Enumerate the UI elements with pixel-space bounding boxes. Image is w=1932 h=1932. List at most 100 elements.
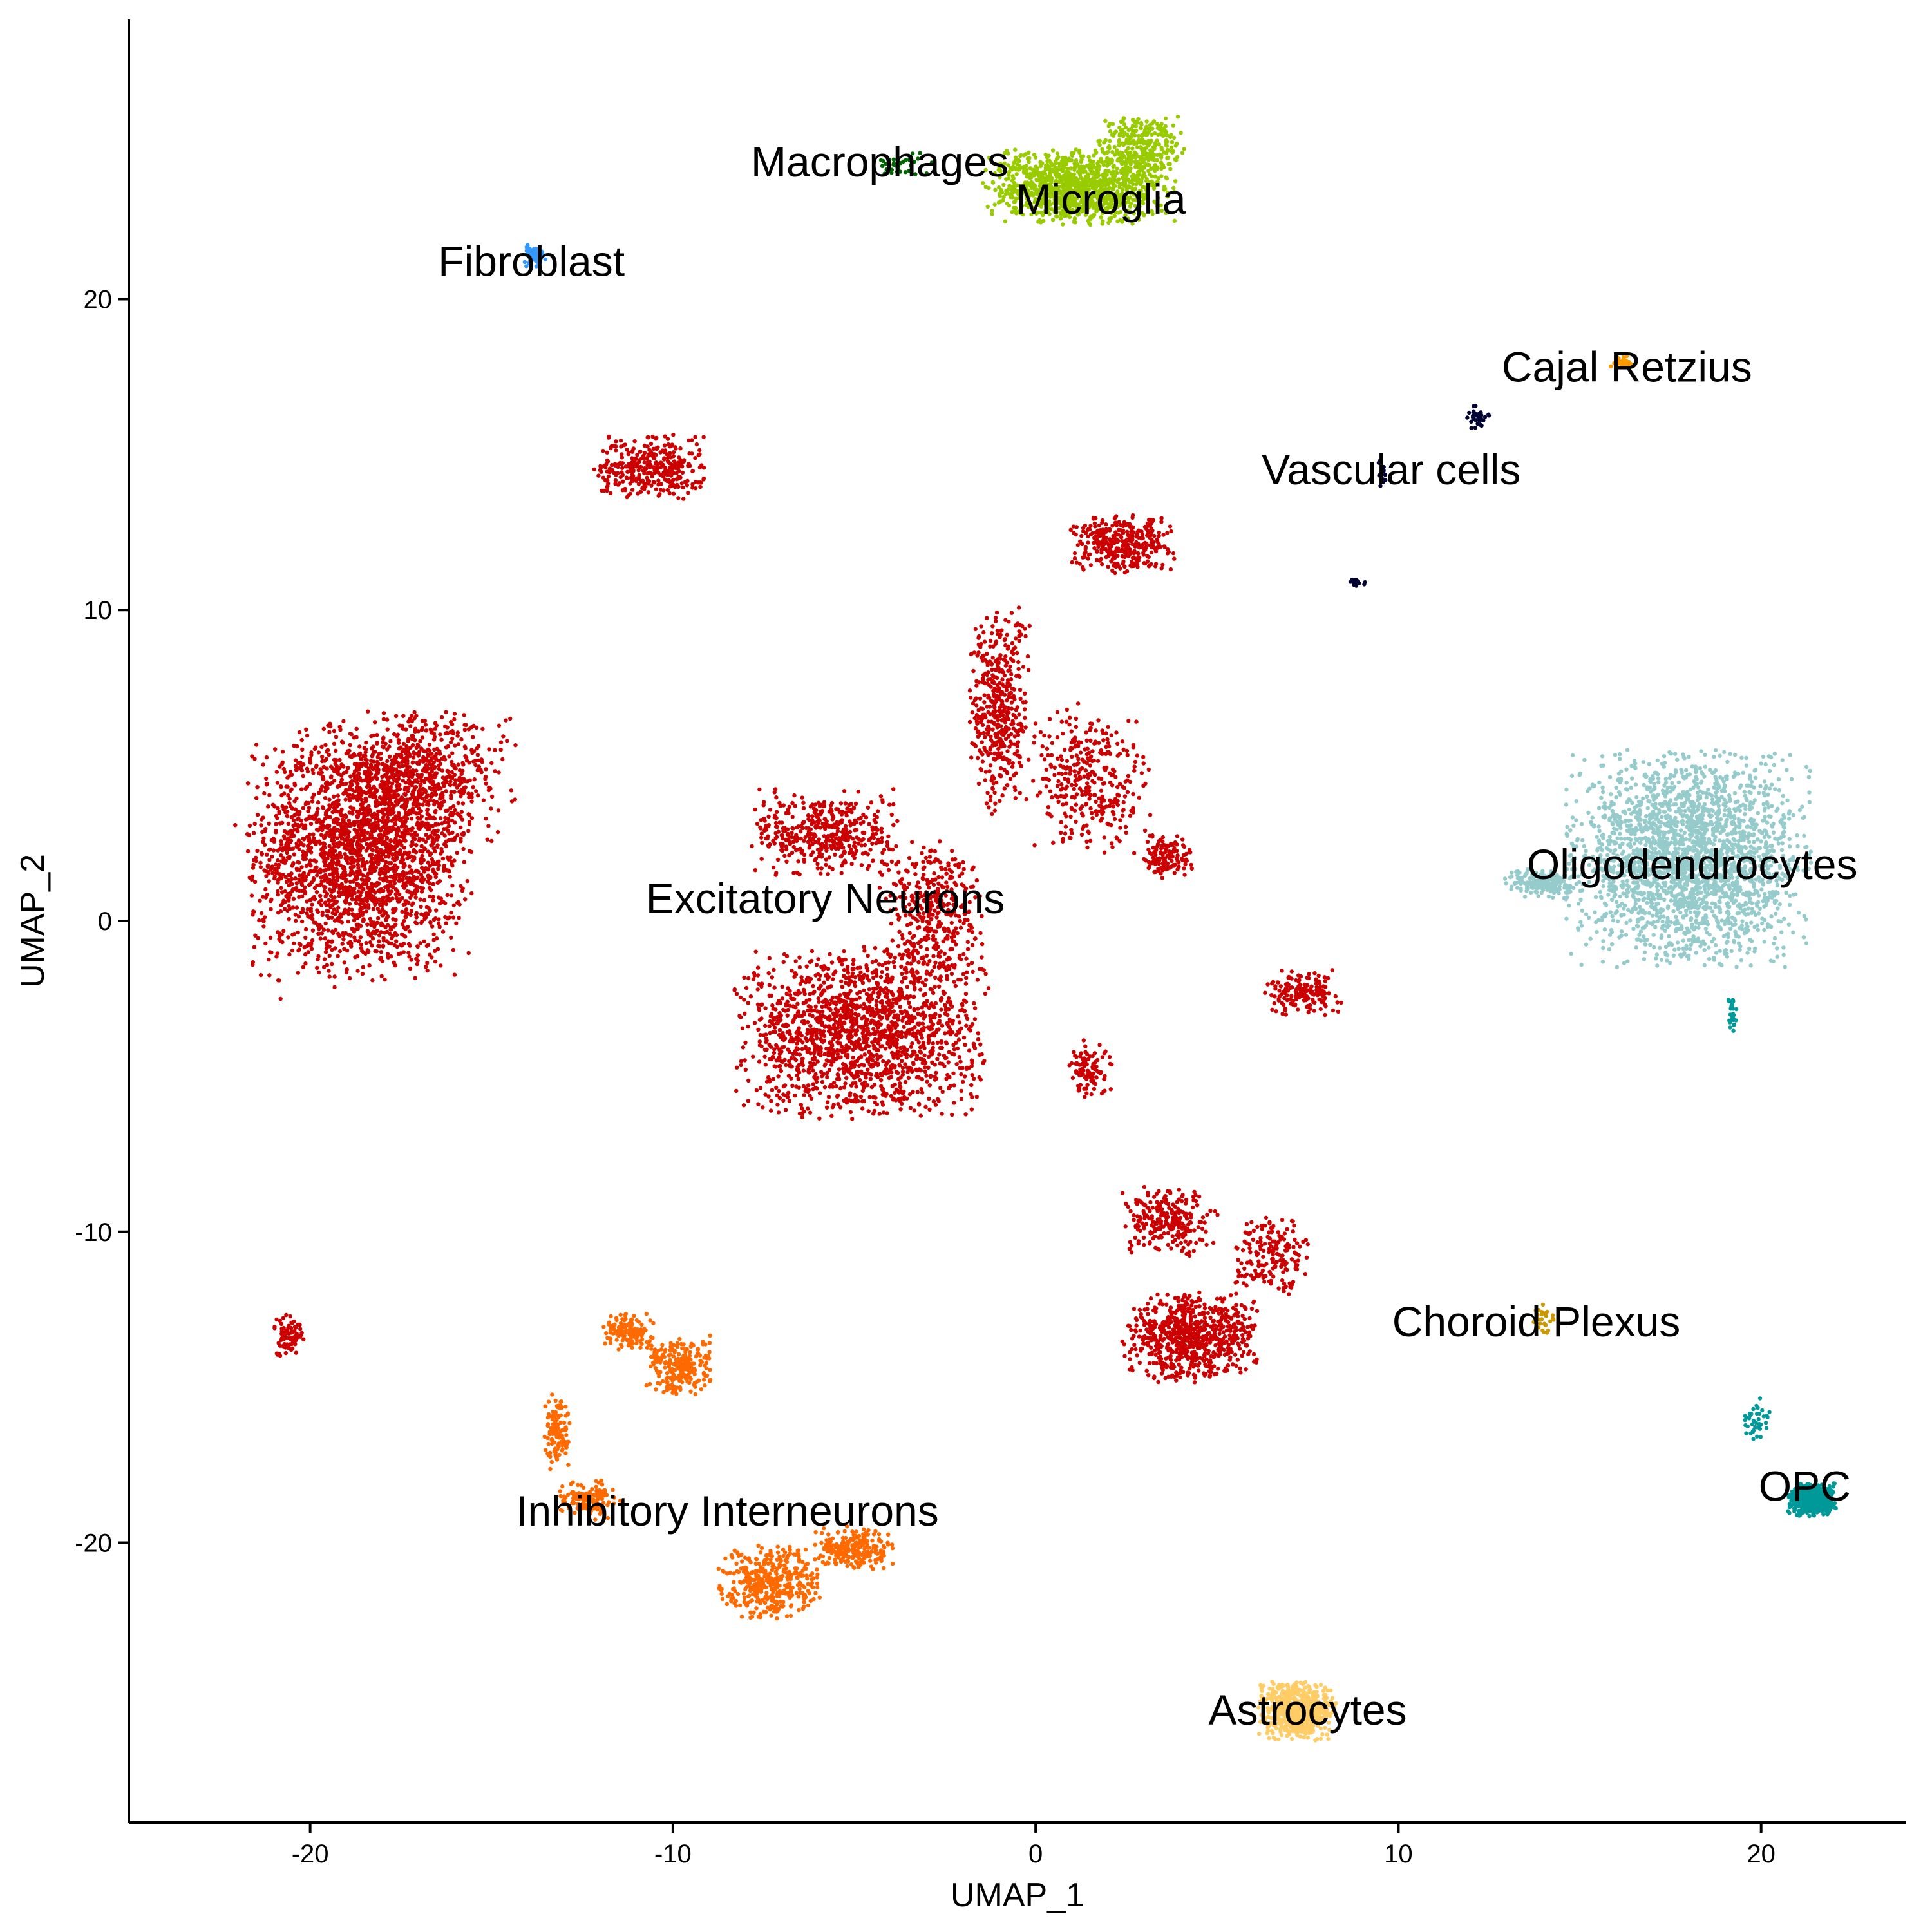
point — [850, 1117, 855, 1121]
point — [442, 755, 446, 760]
point — [887, 1012, 892, 1016]
point — [738, 995, 743, 1000]
point — [388, 875, 393, 879]
point — [811, 1051, 817, 1056]
point — [864, 1019, 868, 1025]
point — [797, 955, 802, 960]
point — [775, 857, 781, 862]
point — [374, 848, 379, 853]
point — [871, 1027, 876, 1032]
point — [357, 849, 361, 854]
point — [875, 981, 880, 986]
point — [504, 718, 508, 723]
point — [900, 980, 904, 984]
point — [337, 828, 341, 833]
point — [815, 1019, 820, 1023]
point — [349, 941, 354, 946]
point — [819, 983, 823, 989]
point — [341, 719, 346, 724]
point — [376, 943, 381, 949]
point — [486, 788, 491, 793]
point — [350, 779, 354, 784]
point — [850, 971, 855, 976]
point — [931, 1004, 936, 1009]
point — [767, 1042, 772, 1047]
point — [325, 909, 329, 913]
point — [387, 802, 392, 808]
point — [354, 901, 359, 905]
point — [842, 1010, 847, 1014]
point — [457, 916, 461, 920]
point — [340, 820, 345, 825]
point — [474, 789, 478, 793]
point — [464, 755, 469, 760]
point — [912, 1108, 917, 1113]
point — [751, 1054, 755, 1059]
point — [858, 990, 862, 994]
point — [810, 1014, 815, 1018]
point — [325, 766, 329, 771]
point — [431, 737, 437, 742]
point — [891, 1009, 896, 1014]
point — [422, 799, 427, 804]
point — [869, 1084, 875, 1090]
point — [925, 1079, 929, 1084]
point — [459, 810, 464, 814]
point — [385, 727, 390, 732]
point — [462, 713, 466, 717]
point — [288, 878, 292, 883]
point — [365, 882, 369, 887]
point — [304, 727, 308, 732]
point — [898, 1046, 903, 1050]
point — [358, 935, 363, 940]
point — [795, 1010, 800, 1015]
point — [849, 1083, 854, 1088]
point — [343, 813, 348, 818]
point — [759, 818, 763, 822]
point — [353, 913, 357, 918]
point — [469, 816, 475, 820]
point — [390, 806, 395, 811]
point — [888, 1033, 893, 1037]
point — [782, 1036, 788, 1041]
point — [414, 778, 419, 782]
point — [399, 804, 404, 809]
point — [352, 735, 356, 740]
point — [290, 948, 295, 953]
point — [361, 917, 366, 922]
point — [924, 1003, 929, 1008]
point — [420, 719, 425, 723]
point — [920, 1077, 925, 1082]
point — [890, 991, 895, 996]
point — [265, 864, 270, 869]
point — [444, 780, 448, 785]
point — [970, 1061, 974, 1065]
point — [880, 969, 884, 974]
point — [325, 943, 329, 947]
point — [357, 902, 362, 907]
point — [862, 1052, 867, 1057]
point — [796, 1077, 800, 1081]
point — [849, 1062, 854, 1067]
point — [306, 914, 310, 919]
point — [254, 796, 259, 800]
point — [878, 1031, 883, 1036]
point — [895, 819, 900, 824]
point — [323, 812, 328, 817]
point — [914, 1057, 919, 1061]
point — [399, 843, 404, 848]
point — [468, 778, 472, 783]
point — [781, 842, 785, 847]
point — [369, 793, 374, 799]
point — [887, 1068, 892, 1073]
point — [742, 998, 746, 1002]
point — [852, 1028, 857, 1033]
point — [374, 865, 379, 870]
point — [363, 809, 368, 813]
point — [436, 786, 440, 791]
point — [431, 862, 435, 866]
point — [381, 784, 386, 788]
point — [323, 857, 327, 861]
point — [848, 1110, 853, 1115]
point — [417, 773, 421, 779]
